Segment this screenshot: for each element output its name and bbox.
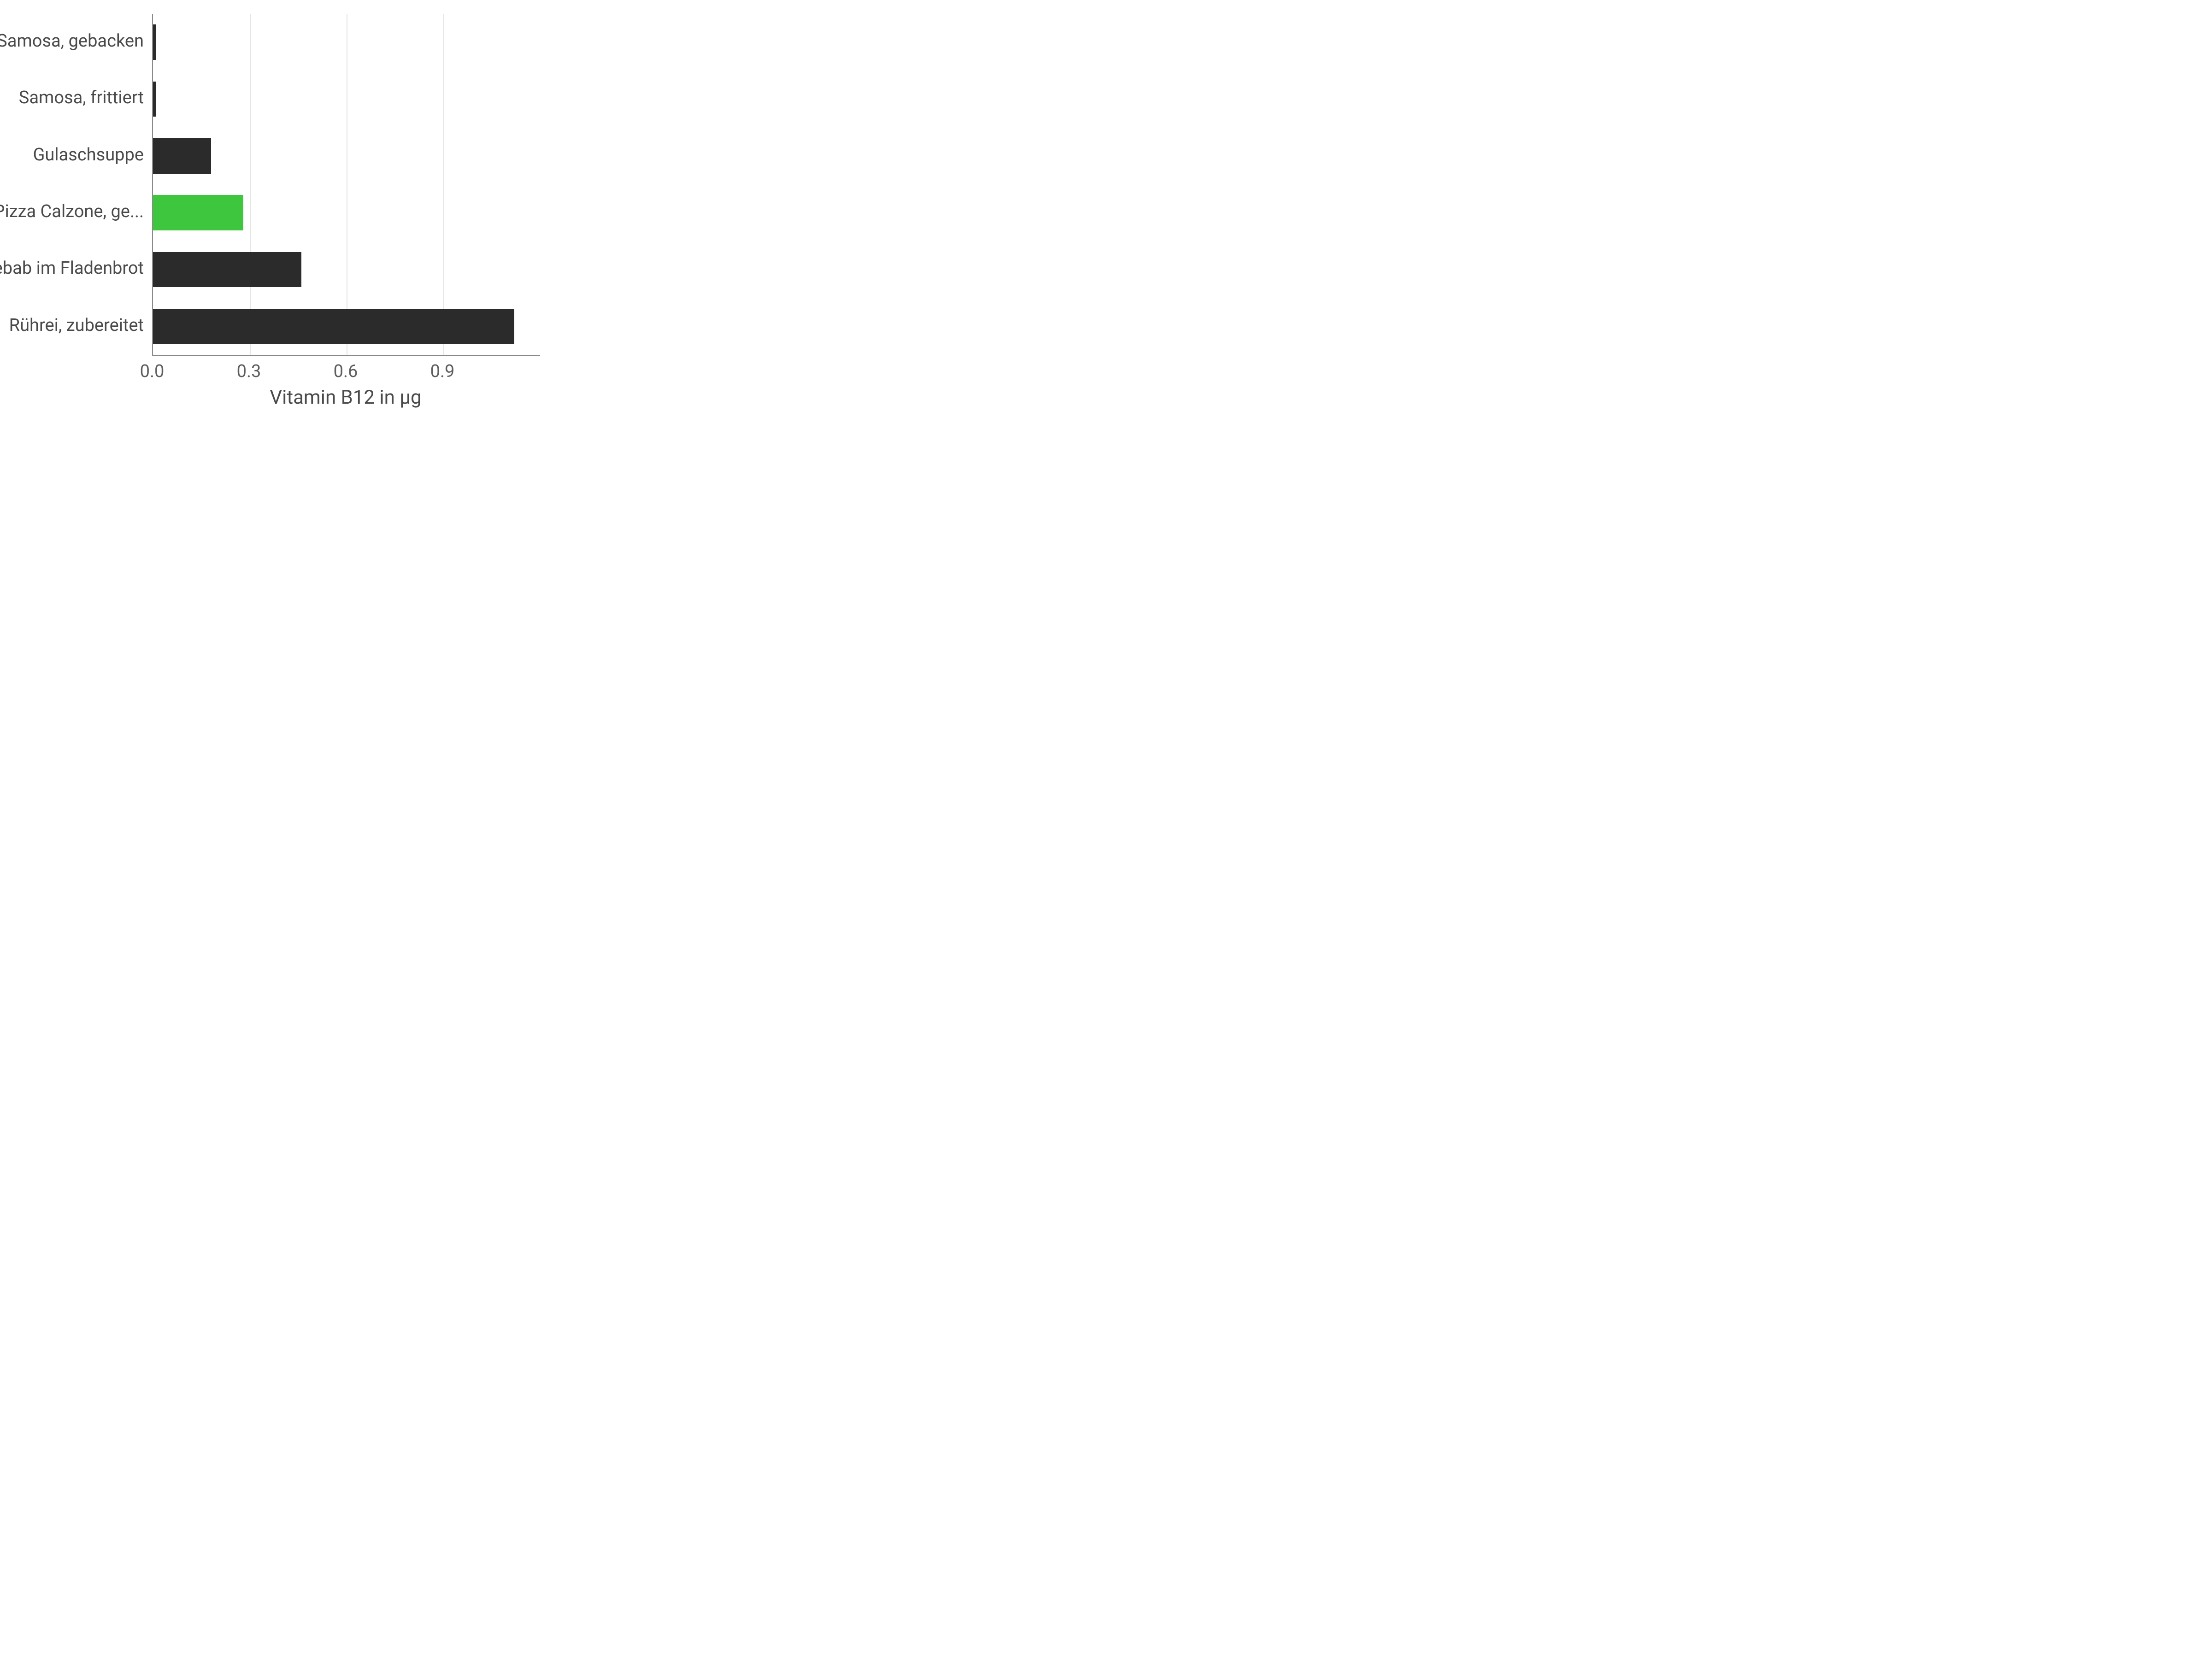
bar <box>153 138 211 173</box>
gridline <box>250 14 251 355</box>
y-category-label: Samosa, gebacken <box>0 31 144 51</box>
x-tick-label: 0.3 <box>237 361 261 382</box>
bar <box>153 309 514 344</box>
y-category-label: Pizza Calzone, ge... <box>0 201 144 222</box>
y-category-label: Kebab im Fladenbrot <box>0 258 144 278</box>
y-category-label: Rührei, zubereitet <box>9 315 144 335</box>
gridline <box>443 14 444 355</box>
bar-chart: 0.0 0.3 0.6 0.9 Samosa, gebacken Samosa, frit… <box>0 0 553 415</box>
y-category-label: Samosa, frittiert <box>19 88 144 108</box>
x-tick-label: 0.6 <box>334 361 358 382</box>
plot-area <box>152 14 540 356</box>
x-tick-label: 0.9 <box>430 361 455 382</box>
bar <box>153 82 156 117</box>
bar <box>153 24 156 59</box>
bar <box>153 195 243 230</box>
y-category-label: Gulaschsuppe <box>33 145 144 165</box>
x-axis-label: Vitamin B12 in µg <box>270 386 421 409</box>
bar <box>153 252 301 287</box>
x-tick-label: 0.0 <box>140 361 165 382</box>
